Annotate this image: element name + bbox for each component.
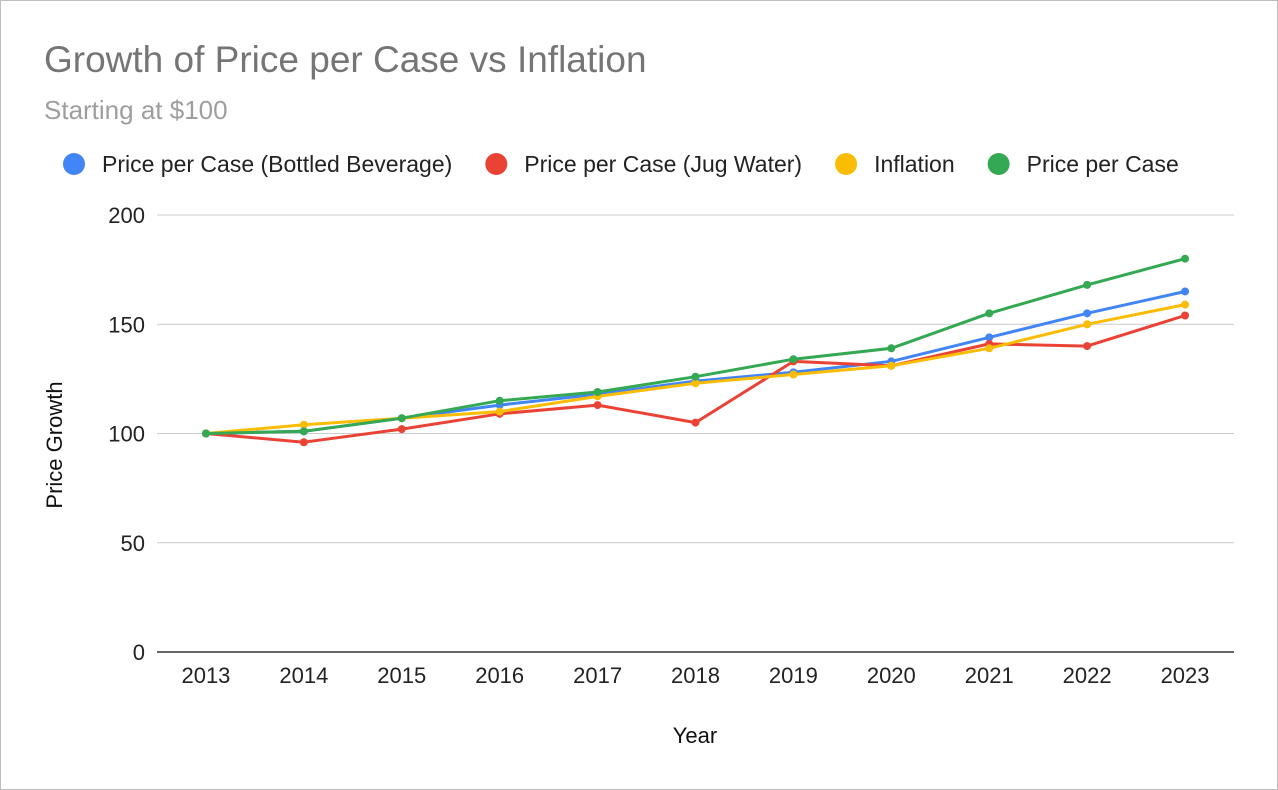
series-line (204, 290, 1187, 435)
x-axis-title: Year (673, 723, 717, 748)
y-tick-label: 150 (108, 312, 145, 337)
series-price-per-case (201, 254, 1190, 438)
chart-subtitle: Starting at $100 (44, 95, 228, 125)
y-axis-ticks: 0 50 100 150 200 (108, 203, 145, 665)
x-tick-label: 2022 (1063, 663, 1112, 688)
data-point[interactable] (495, 396, 504, 405)
data-point[interactable] (691, 418, 700, 427)
legend-marker (485, 153, 508, 175)
x-tick-label: 2013 (181, 663, 230, 688)
x-axis-ticks: 2013 2014 2015 2016 2017 2018 2019 2020 2021 2022… (181, 663, 1209, 688)
data-point[interactable] (1083, 309, 1092, 318)
legend-marker (835, 153, 858, 175)
legend-marker (63, 153, 85, 175)
y-tick-label: 200 (108, 203, 145, 228)
data-point[interactable] (1083, 280, 1092, 289)
legend-label: Price per Case (Bottled Beverage) (102, 151, 452, 177)
data-point[interactable] (1181, 287, 1190, 296)
x-tick-label: 2015 (377, 663, 426, 688)
data-point[interactable] (985, 344, 994, 353)
data-point[interactable] (1083, 320, 1092, 329)
chart-gridlines (157, 214, 1234, 653)
legend-label: Inflation (874, 151, 955, 177)
data-point[interactable] (397, 414, 406, 423)
x-tick-label: 2017 (573, 663, 622, 688)
legend-item-price-per-case[interactable]: Price per Case (987, 151, 1179, 177)
x-tick-label: 2019 (769, 663, 818, 688)
legend-item-price-per-case-jug-water[interactable]: Price per Case (Jug Water) (485, 151, 802, 177)
chart-series (201, 254, 1190, 447)
data-point[interactable] (985, 309, 994, 318)
legend-item-price-per-case-bottled-beverage[interactable]: Price per Case (Bottled Beverage) (63, 151, 452, 177)
x-tick-label: 2021 (965, 663, 1014, 688)
legend-label: Price per Case (1027, 151, 1179, 177)
data-point[interactable] (887, 361, 896, 370)
chart-title: Growth of Price per Case vs Inflation (44, 39, 647, 80)
data-point[interactable] (1181, 300, 1190, 309)
chart-legend: Price per Case (Bottled Beverage) Price p… (63, 151, 1179, 177)
y-tick-label: 100 (108, 422, 145, 447)
data-point[interactable] (691, 372, 700, 381)
x-tick-label: 2023 (1161, 663, 1210, 688)
data-point[interactable] (299, 438, 308, 447)
series-inflation (201, 300, 1190, 438)
data-point[interactable] (593, 387, 602, 396)
x-tick-label: 2018 (671, 663, 720, 688)
legend-marker (987, 153, 1010, 175)
data-point[interactable] (495, 407, 504, 416)
data-point[interactable] (201, 429, 210, 438)
data-point[interactable] (299, 427, 308, 436)
x-tick-label: 2016 (475, 663, 524, 688)
y-axis-title: Price Growth (42, 381, 67, 508)
data-point[interactable] (1083, 342, 1092, 351)
data-point[interactable] (887, 344, 896, 353)
y-tick-label: 0 (133, 640, 145, 665)
data-point[interactable] (593, 401, 602, 410)
data-point[interactable] (985, 333, 994, 342)
data-point[interactable] (691, 379, 700, 388)
data-point[interactable] (299, 420, 308, 429)
data-point[interactable] (789, 355, 798, 364)
data-point[interactable] (1181, 311, 1190, 320)
x-tick-label: 2014 (279, 663, 328, 688)
series-price-per-case-bottled-beverage (201, 287, 1190, 438)
legend-label: Price per Case (Jug Water) (524, 151, 802, 177)
x-tick-label: 2020 (867, 663, 916, 688)
data-point[interactable] (789, 370, 798, 379)
y-tick-label: 50 (121, 531, 145, 556)
data-point[interactable] (1181, 254, 1190, 263)
legend-item-inflation[interactable]: Inflation (835, 151, 955, 177)
data-point[interactable] (397, 425, 406, 434)
